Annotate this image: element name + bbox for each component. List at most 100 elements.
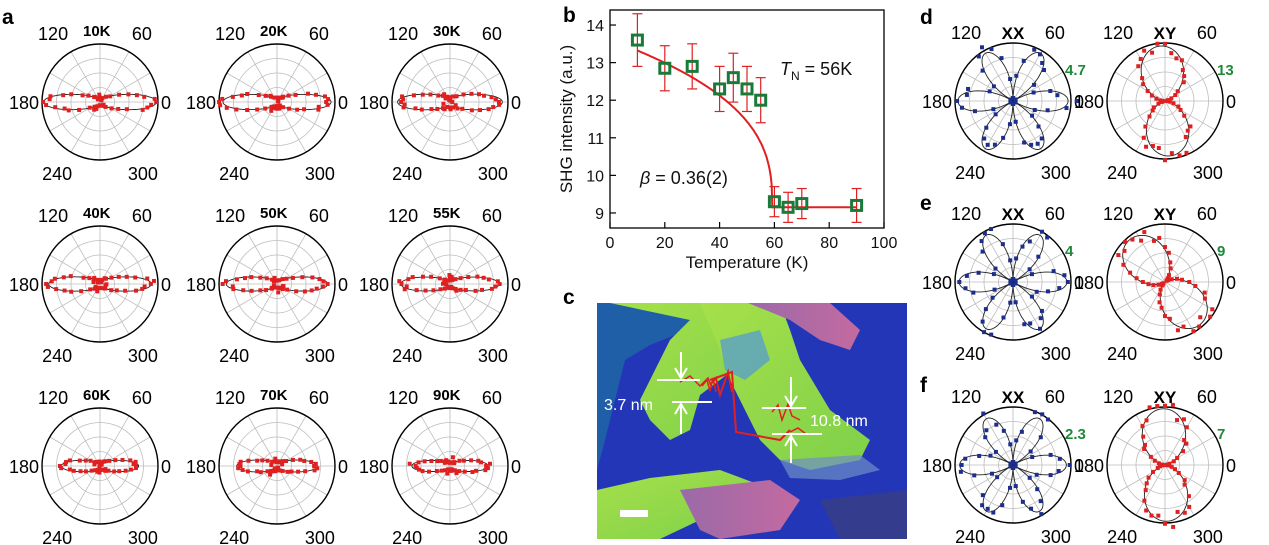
polar-plot-55K: 120 60 180 0 240 300 55K <box>359 205 521 366</box>
data-point <box>1032 108 1037 113</box>
polar-plot-10K: 120 60 180 0 240 300 10K <box>9 23 171 184</box>
data-point <box>1202 290 1207 295</box>
data-point <box>993 449 998 454</box>
data-point <box>977 453 982 458</box>
data-point <box>101 459 106 464</box>
data-point <box>98 277 102 282</box>
data-point <box>78 469 83 474</box>
data-point <box>124 274 129 279</box>
data-point <box>263 106 268 111</box>
data-point <box>1014 256 1019 261</box>
data-point <box>86 93 91 98</box>
data-point <box>1182 74 1187 79</box>
data-point <box>1040 412 1045 417</box>
data-point <box>1123 240 1128 245</box>
polarization-label: XY <box>1154 205 1177 224</box>
x-axis-label: Temperature (K) <box>686 253 809 272</box>
data-point <box>325 282 330 286</box>
data-point <box>88 458 93 463</box>
data-point <box>1164 278 1169 283</box>
angle-label-180: 180 <box>359 275 389 295</box>
panel-letter-d: d <box>920 6 933 29</box>
data-point <box>1150 50 1155 55</box>
data-point <box>1045 417 1050 422</box>
data-point <box>77 107 82 112</box>
data-point <box>148 282 153 286</box>
data-point <box>1027 239 1032 244</box>
data-point <box>992 142 997 147</box>
data-point <box>100 277 105 282</box>
data-point <box>422 459 427 464</box>
data-point <box>448 95 452 100</box>
data-point <box>980 249 985 254</box>
afm-line-profile-left2 <box>701 377 717 393</box>
angle-label-120: 120 <box>951 23 981 43</box>
angle-label-0: 0 <box>1226 273 1236 293</box>
data-point <box>1144 508 1149 513</box>
angle-label-240: 240 <box>392 346 422 366</box>
data-point <box>81 275 86 280</box>
data-point <box>277 95 282 100</box>
data-point <box>1008 278 1013 283</box>
data-point <box>302 458 307 463</box>
data-point <box>1171 524 1176 529</box>
data-point <box>218 103 223 108</box>
data-point <box>713 65 727 113</box>
angle-label-0: 0 <box>338 275 348 295</box>
angle-label-0: 0 <box>1074 456 1084 476</box>
data-point <box>1175 455 1180 460</box>
data-point <box>95 280 100 285</box>
data-point <box>303 469 308 474</box>
data-point <box>123 288 128 293</box>
panel-a-polar-grid: 120 60 180 0 240 300 10K 120 60 180 0 240 300 20K 120 6… <box>9 23 521 545</box>
data-point <box>989 227 994 232</box>
data-point <box>450 455 455 460</box>
angle-label-60: 60 <box>482 206 502 226</box>
angle-label-300: 300 <box>305 164 335 184</box>
data-point <box>268 93 273 98</box>
data-point <box>1163 245 1167 250</box>
panel-letter-a: a <box>2 6 14 29</box>
thickness-label-right: 10.8 nm <box>810 413 868 430</box>
data-point <box>457 458 462 463</box>
data-point <box>434 469 439 474</box>
data-point <box>140 286 145 291</box>
data-point <box>1008 100 1013 105</box>
data-point <box>285 287 290 292</box>
data-point <box>238 464 243 468</box>
angle-label-180: 180 <box>186 457 216 477</box>
data-point <box>1155 41 1160 46</box>
x-tick-label: 0 <box>606 235 615 252</box>
data-point <box>476 92 481 97</box>
angle-label-300: 300 <box>1041 344 1071 364</box>
data-point <box>1008 97 1013 102</box>
data-point <box>134 464 139 468</box>
data-point <box>442 460 447 465</box>
data-point <box>290 457 295 462</box>
y-tick-label: 13 <box>586 56 604 73</box>
data-point <box>400 94 405 99</box>
data-point <box>320 284 325 289</box>
data-point <box>265 469 270 474</box>
data-point <box>1183 134 1188 139</box>
data-point <box>991 510 996 515</box>
data-point <box>439 468 444 473</box>
data-point <box>429 459 434 464</box>
data-point <box>462 469 467 474</box>
angle-label-60: 60 <box>482 24 502 44</box>
data-point <box>269 285 274 290</box>
polar-d-XX: 120 60 180 0 240 300 XX 4.7 <box>922 23 1086 183</box>
data-point <box>99 98 104 103</box>
data-point <box>1008 77 1013 82</box>
data-point <box>275 95 279 100</box>
data-point <box>273 456 278 461</box>
angle-label-120: 120 <box>388 24 418 44</box>
data-point <box>959 105 964 110</box>
angle-label-0: 0 <box>161 275 171 295</box>
data-point <box>1040 60 1045 65</box>
data-point <box>1143 488 1148 493</box>
data-point <box>95 97 100 102</box>
data-point <box>1055 93 1060 98</box>
